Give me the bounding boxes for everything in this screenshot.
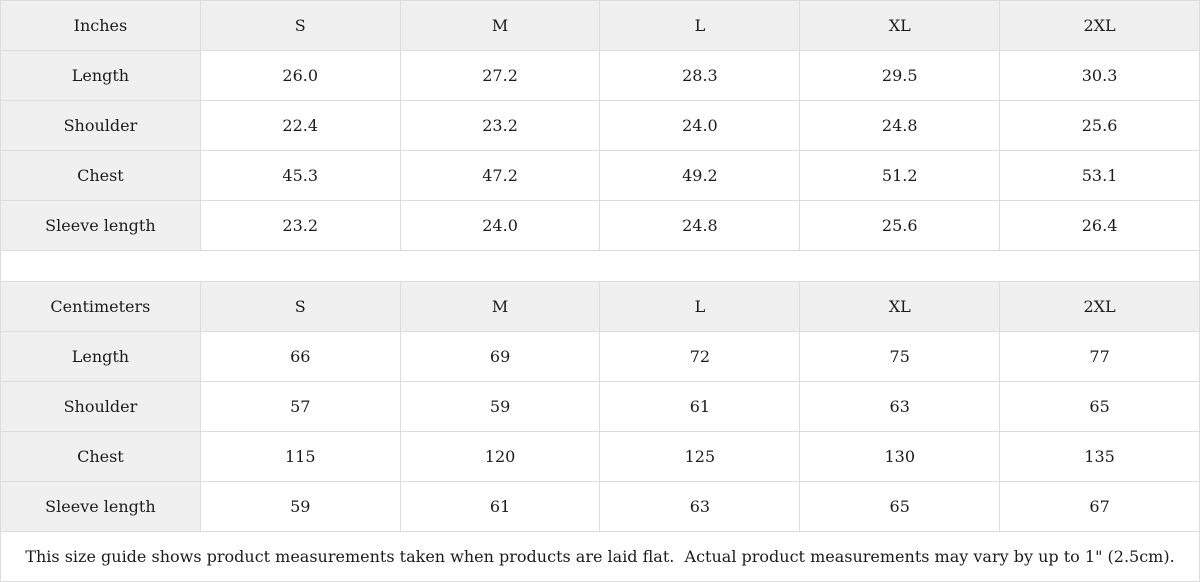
inches-header-row: Inches S M L XL 2XL [0,0,1200,51]
table-row: Length 66 69 72 75 77 [0,331,1200,382]
table-row: Length 26.0 27.2 28.3 29.5 30.3 [0,50,1200,101]
measurement-value: 69 [399,331,601,382]
measurement-value: 28.3 [599,50,801,101]
table-row: Chest 115 120 125 130 135 [0,431,1200,482]
size-header-m: M [399,0,601,51]
inches-table: Inches S M L XL 2XL Length 26.0 27.2 28.… [0,0,1200,251]
size-header-l: L [599,281,801,332]
table-row: Shoulder 57 59 61 63 65 [0,381,1200,432]
measurement-label: Sleeve length [0,481,201,532]
measurement-label: Length [0,50,201,101]
size-header-m: M [399,281,601,332]
measurement-value: 25.6 [999,100,1200,151]
measurement-value: 135 [999,431,1200,482]
measurement-value: 67 [999,481,1200,532]
measurement-value: 51.2 [799,150,1001,201]
measurement-value: 120 [399,431,601,482]
size-header-l: L [599,0,801,51]
measurement-value: 61 [399,481,601,532]
measurement-value: 57 [199,381,401,432]
size-guide-disclaimer: This size guide shows product measuremen… [0,532,1200,582]
measurement-value: 45.3 [199,150,401,201]
measurement-value: 63 [599,481,801,532]
size-header-s: S [199,0,401,51]
measurement-value: 63 [799,381,1001,432]
measurement-value: 26.4 [999,200,1200,251]
table-row: Sleeve length 23.2 24.0 24.8 25.6 26.4 [0,200,1200,251]
measurement-value: 125 [599,431,801,482]
centimeters-header-row: Centimeters S M L XL 2XL [0,281,1200,332]
size-header-2xl: 2XL [999,281,1200,332]
measurement-label: Chest [0,150,201,201]
measurement-value: 65 [999,381,1200,432]
measurement-value: 24.8 [799,100,1001,151]
measurement-value: 130 [799,431,1001,482]
measurement-value: 26.0 [199,50,401,101]
measurement-value: 30.3 [999,50,1200,101]
measurement-label: Chest [0,431,201,482]
centimeters-table: Centimeters S M L XL 2XL Length 66 69 72… [0,281,1200,532]
measurement-value: 22.4 [199,100,401,151]
measurement-value: 25.6 [799,200,1001,251]
measurement-label: Sleeve length [0,200,201,251]
size-header-xl: XL [799,281,1001,332]
measurement-value: 27.2 [399,50,601,101]
measurement-value: 24.0 [599,100,801,151]
size-header-s: S [199,281,401,332]
measurement-value: 59 [399,381,601,432]
table-row: Sleeve length 59 61 63 65 67 [0,481,1200,532]
size-header-2xl: 2XL [999,0,1200,51]
measurement-value: 66 [199,331,401,382]
measurement-label: Length [0,331,201,382]
measurement-value: 59 [199,481,401,532]
measurement-value: 61 [599,381,801,432]
measurement-value: 72 [599,331,801,382]
size-header-xl: XL [799,0,1001,51]
table-spacer [0,251,1200,281]
measurement-value: 23.2 [199,200,401,251]
measurement-value: 29.5 [799,50,1001,101]
measurement-value: 75 [799,331,1001,382]
measurement-value: 115 [199,431,401,482]
measurement-value: 53.1 [999,150,1200,201]
table-row: Chest 45.3 47.2 49.2 51.2 53.1 [0,150,1200,201]
measurement-value: 65 [799,481,1001,532]
unit-header-centimeters: Centimeters [0,281,201,332]
measurement-value: 47.2 [399,150,601,201]
measurement-value: 49.2 [599,150,801,201]
measurement-value: 24.8 [599,200,801,251]
table-row: Shoulder 22.4 23.2 24.0 24.8 25.6 [0,100,1200,151]
measurement-label: Shoulder [0,100,201,151]
measurement-value: 77 [999,331,1200,382]
measurement-value: 24.0 [399,200,601,251]
measurement-label: Shoulder [0,381,201,432]
unit-header-inches: Inches [0,0,201,51]
measurement-value: 23.2 [399,100,601,151]
